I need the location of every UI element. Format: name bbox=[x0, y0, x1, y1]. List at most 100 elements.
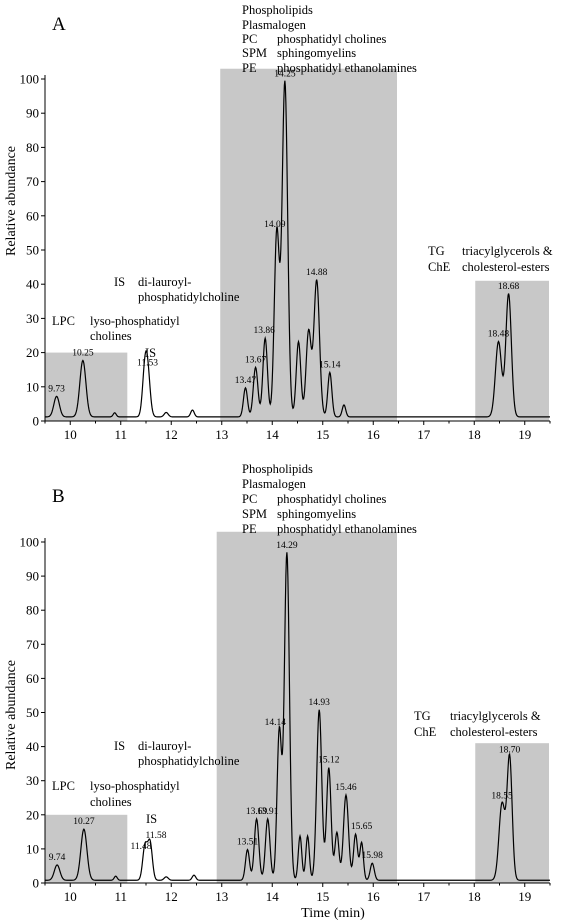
x-tick-label: 18 bbox=[468, 889, 481, 904]
tg-annotation: TG triacylglycerols & ChE cholesterol-es… bbox=[428, 244, 553, 274]
tg-annotation: TG triacylglycerols & ChE cholesterol-es… bbox=[414, 709, 541, 739]
y-tick-label: 80 bbox=[26, 603, 39, 618]
y-axis-title: Relative abundance bbox=[4, 146, 19, 256]
lpc-desc-line2: cholines bbox=[90, 329, 132, 343]
chromatogram-trace bbox=[45, 552, 550, 881]
x-tick-label: 16 bbox=[367, 427, 381, 442]
peak-label: 11.53 bbox=[137, 359, 158, 369]
pl-spm-abbr: SPM bbox=[242, 46, 267, 60]
x-tick-label: 18 bbox=[468, 427, 481, 442]
is-desc-line1: di-lauroyl- bbox=[138, 275, 191, 289]
is-peak-label: IS bbox=[145, 346, 156, 360]
pl-pc-desc: phosphatidyl cholines bbox=[277, 32, 386, 46]
peak-label: 15.98 bbox=[362, 851, 384, 861]
peak-label: 10.25 bbox=[72, 348, 94, 358]
peak-label: 14.93 bbox=[309, 698, 331, 708]
y-tick-label: 0 bbox=[33, 414, 40, 429]
y-tick-label: 70 bbox=[26, 174, 39, 189]
x-tick-label: 19 bbox=[518, 427, 531, 442]
che-abbr: ChE bbox=[414, 725, 437, 739]
is-annotation: IS di-lauroyl- phosphatidylcholine IS bbox=[114, 275, 240, 360]
che-abbr: ChE bbox=[428, 260, 451, 274]
tg-desc: triacylglycerols & bbox=[450, 709, 541, 723]
pl-pe-desc: phosphatidyl ethanolamines bbox=[277, 522, 417, 536]
is-abbr: IS bbox=[114, 739, 125, 753]
peak-label: 13.51 bbox=[237, 838, 259, 848]
pl-pc-abbr: PC bbox=[242, 492, 257, 506]
x-tick-label: 14 bbox=[266, 427, 280, 442]
pl-spm-desc: sphingomyelins bbox=[277, 507, 356, 521]
peak-label: 9.74 bbox=[49, 853, 66, 863]
y-tick-label: 70 bbox=[26, 637, 39, 652]
y-tick-label: 50 bbox=[26, 243, 39, 258]
peak-label: 15.12 bbox=[318, 756, 340, 766]
pl-spm-desc: sphingomyelins bbox=[277, 46, 356, 60]
lpc-annotation: LPC lyso-phosphatidyl cholines bbox=[52, 314, 180, 343]
pl-pc-abbr: PC bbox=[242, 32, 257, 46]
peak-label: 13.91 bbox=[257, 807, 279, 817]
y-tick-label: 30 bbox=[26, 311, 39, 326]
phospholipids-annotation: Phospholipids Plasmalogen PC phosphatidy… bbox=[242, 462, 417, 536]
pl-pe-abbr: PE bbox=[242, 61, 257, 75]
panel-b: B Phospholipids Plasmalogen PC phosphati… bbox=[4, 462, 551, 921]
pl-pc-desc: phosphatidyl cholines bbox=[277, 492, 386, 506]
panel-a: A Phospholipids Plasmalogen PC phosphati… bbox=[4, 3, 553, 442]
peak-label: 11.58 bbox=[146, 831, 167, 841]
pl-title: Phospholipids bbox=[242, 462, 313, 476]
y-tick-label: 10 bbox=[26, 379, 39, 394]
panel-label: A bbox=[52, 14, 66, 35]
lpc-annotation: LPC lyso-phosphatidyl cholines bbox=[52, 779, 180, 809]
peak-label: 15.14 bbox=[319, 360, 341, 370]
lpc-desc-line1: lyso-phosphatidyl bbox=[90, 314, 180, 328]
region-phospholipids bbox=[220, 68, 397, 422]
peak-label: 18.48 bbox=[488, 330, 510, 340]
y-tick-label: 100 bbox=[20, 72, 40, 87]
peak-label: 14.09 bbox=[264, 220, 286, 230]
x-tick-label: 13 bbox=[215, 427, 228, 442]
peak-label: 10.27 bbox=[73, 817, 95, 827]
lpc-desc-line1: lyso-phosphatidyl bbox=[90, 779, 180, 793]
pl-spm-abbr: SPM bbox=[242, 507, 267, 521]
peak-label: 13.69 bbox=[246, 807, 268, 817]
x-axis-title: Time (min) bbox=[301, 906, 365, 921]
peak-label: 15.65 bbox=[351, 822, 373, 832]
axes: 10 11 12 13 14 15 16 17 18 19 0 10 20 30 40 50 60 70 80 90 1… bbox=[20, 535, 551, 904]
peak-label: 11.48 bbox=[130, 842, 151, 852]
pl-title: Phospholipids bbox=[242, 3, 313, 17]
che-desc: cholesterol-esters bbox=[462, 260, 550, 274]
pl-subtitle: Plasmalogen bbox=[242, 18, 307, 32]
lpc-abbr: LPC bbox=[52, 314, 75, 328]
pl-pe-desc: phosphatidyl ethanolamines bbox=[277, 61, 417, 75]
x-tick-label: 14 bbox=[266, 889, 280, 904]
y-tick-label: 30 bbox=[26, 773, 39, 788]
shaded-regions bbox=[45, 531, 549, 883]
chromatogram-trace bbox=[45, 80, 550, 418]
is-peak-label: IS bbox=[146, 812, 157, 826]
peak-label: 13.67 bbox=[245, 355, 267, 365]
is-annotation: IS di-lauroyl- phosphatidylcholine IS bbox=[114, 739, 240, 826]
is-desc-line2: phosphatidylcholine bbox=[138, 290, 240, 304]
x-tick-label: 13 bbox=[215, 889, 228, 904]
x-tick-label: 17 bbox=[417, 889, 431, 904]
y-tick-label: 90 bbox=[26, 106, 39, 121]
y-tick-label: 20 bbox=[26, 345, 39, 360]
x-tick-label: 17 bbox=[417, 427, 431, 442]
che-desc: cholesterol-esters bbox=[450, 725, 538, 739]
is-desc-line1: di-lauroyl- bbox=[138, 739, 191, 753]
x-tick-label: 12 bbox=[165, 427, 178, 442]
x-tick-label: 11 bbox=[114, 889, 127, 904]
lpc-desc-line2: cholines bbox=[90, 795, 132, 809]
pl-subtitle: Plasmalogen bbox=[242, 477, 307, 491]
x-tick-label: 10 bbox=[64, 427, 77, 442]
x-tick-label: 16 bbox=[367, 889, 381, 904]
y-tick-label: 80 bbox=[26, 140, 39, 155]
tg-abbr: TG bbox=[428, 244, 445, 258]
peak-label: 14.29 bbox=[276, 541, 298, 551]
peak-label: 9.73 bbox=[48, 384, 65, 394]
peak-label: 15.46 bbox=[335, 783, 357, 793]
peak-label: 13.47 bbox=[235, 376, 257, 386]
panel-label: B bbox=[52, 486, 65, 507]
is-abbr: IS bbox=[114, 275, 125, 289]
